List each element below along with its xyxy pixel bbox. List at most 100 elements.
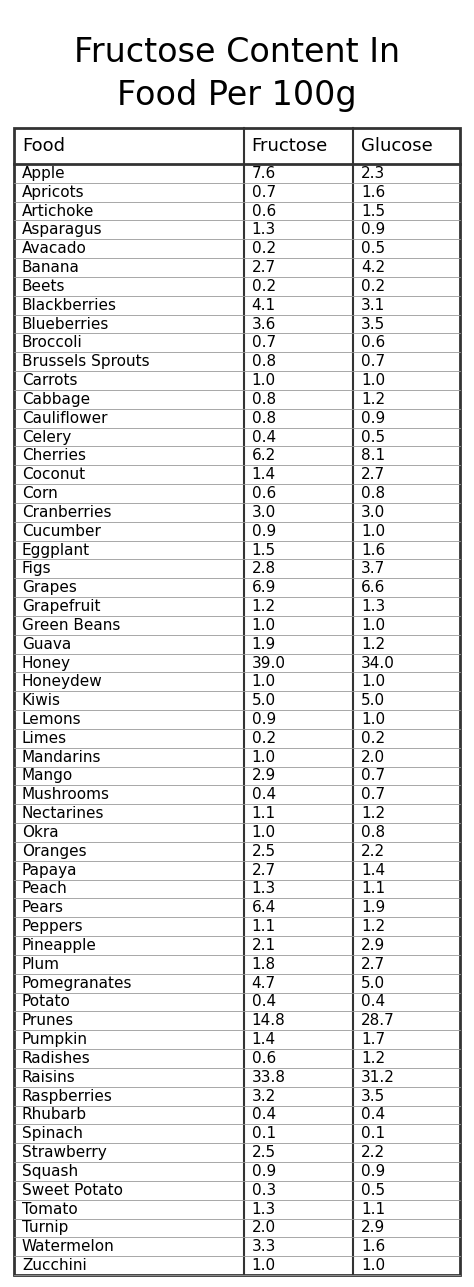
Text: 31.2: 31.2 — [361, 1069, 395, 1085]
Text: Grapes: Grapes — [22, 580, 77, 595]
Text: Fructose: Fructose — [252, 136, 328, 154]
Text: 1.7: 1.7 — [361, 1032, 385, 1048]
Text: 3.5: 3.5 — [361, 317, 385, 332]
Text: Mushrooms: Mushrooms — [22, 788, 110, 802]
Text: 1.2: 1.2 — [361, 391, 385, 407]
Text: Blackberries: Blackberries — [22, 297, 117, 313]
Text: 1.2: 1.2 — [252, 598, 276, 614]
Text: 0.8: 0.8 — [252, 354, 276, 369]
Bar — [14, 127, 460, 1275]
Text: 5.0: 5.0 — [361, 694, 385, 708]
Text: Fructose Content In: Fructose Content In — [74, 36, 400, 69]
Text: Strawberry: Strawberry — [22, 1145, 107, 1160]
Text: 6.4: 6.4 — [252, 901, 276, 915]
Text: 1.0: 1.0 — [252, 1259, 276, 1273]
Text: Sweet Potato: Sweet Potato — [22, 1183, 123, 1198]
Text: 1.2: 1.2 — [361, 919, 385, 934]
Text: Avacado: Avacado — [22, 241, 87, 256]
Text: 1.2: 1.2 — [361, 637, 385, 651]
Text: 28.7: 28.7 — [361, 1013, 395, 1028]
Text: 2.0: 2.0 — [361, 749, 385, 764]
Text: 2.9: 2.9 — [361, 938, 385, 952]
Text: Cherries: Cherries — [22, 448, 86, 463]
Text: 7.6: 7.6 — [252, 166, 276, 181]
Text: 0.9: 0.9 — [252, 1163, 276, 1179]
Text: Mango: Mango — [22, 768, 73, 784]
Text: 1.1: 1.1 — [361, 882, 385, 897]
Text: Glucose: Glucose — [361, 136, 433, 154]
Text: Carrots: Carrots — [22, 373, 78, 389]
Text: 0.7: 0.7 — [252, 185, 276, 199]
Text: 1.8: 1.8 — [252, 956, 276, 972]
Text: Potato: Potato — [22, 995, 71, 1009]
Text: Asparagus: Asparagus — [22, 223, 103, 237]
Text: 0.4: 0.4 — [252, 788, 276, 802]
Text: 2.1: 2.1 — [252, 938, 276, 952]
Text: Turnip: Turnip — [22, 1220, 68, 1236]
Text: 1.3: 1.3 — [252, 882, 276, 897]
Text: 2.7: 2.7 — [361, 956, 385, 972]
Text: 1.0: 1.0 — [361, 1259, 385, 1273]
Text: 0.2: 0.2 — [361, 279, 385, 293]
Text: 3.7: 3.7 — [361, 561, 385, 577]
Text: Peppers: Peppers — [22, 919, 83, 934]
Text: 5.0: 5.0 — [361, 976, 385, 991]
Text: Banana: Banana — [22, 260, 80, 275]
Text: 0.7: 0.7 — [361, 354, 385, 369]
Text: 2.7: 2.7 — [361, 467, 385, 483]
Text: 4.2: 4.2 — [361, 260, 385, 275]
Text: Zucchini: Zucchini — [22, 1259, 87, 1273]
Text: Nectarines: Nectarines — [22, 806, 104, 821]
Text: 0.6: 0.6 — [252, 486, 276, 501]
Text: Food Per 100g: Food Per 100g — [117, 79, 357, 112]
Text: 1.0: 1.0 — [361, 674, 385, 690]
Text: 0.2: 0.2 — [252, 279, 276, 293]
Text: Cranberries: Cranberries — [22, 505, 111, 520]
Text: 1.9: 1.9 — [252, 637, 276, 651]
Text: 1.0: 1.0 — [361, 373, 385, 389]
Text: 6.2: 6.2 — [252, 448, 276, 463]
Text: 1.6: 1.6 — [361, 1239, 385, 1255]
Text: 2.2: 2.2 — [361, 1145, 385, 1160]
Text: 0.2: 0.2 — [252, 241, 276, 256]
Text: 2.9: 2.9 — [361, 1220, 385, 1236]
Text: Prunes: Prunes — [22, 1013, 74, 1028]
Text: Radishes: Radishes — [22, 1051, 91, 1066]
Text: 0.4: 0.4 — [252, 1107, 276, 1122]
Text: 0.2: 0.2 — [361, 731, 385, 746]
Text: 1.1: 1.1 — [252, 806, 276, 821]
Text: Peach: Peach — [22, 882, 68, 897]
Text: 2.8: 2.8 — [252, 561, 276, 577]
Text: 0.2: 0.2 — [252, 731, 276, 746]
Text: Figs: Figs — [22, 561, 52, 577]
Text: Apricots: Apricots — [22, 185, 85, 199]
Text: 1.5: 1.5 — [361, 203, 385, 219]
Text: Celery: Celery — [22, 430, 71, 444]
Text: 0.7: 0.7 — [361, 768, 385, 784]
Text: Pears: Pears — [22, 901, 64, 915]
Text: Limes: Limes — [22, 731, 67, 746]
Text: Brussels Sprouts: Brussels Sprouts — [22, 354, 150, 369]
Text: 0.8: 0.8 — [361, 486, 385, 501]
Text: 3.0: 3.0 — [252, 505, 276, 520]
Text: 34.0: 34.0 — [361, 655, 395, 671]
Text: 1.0: 1.0 — [252, 674, 276, 690]
Text: Food: Food — [22, 136, 65, 154]
Text: 1.3: 1.3 — [361, 598, 385, 614]
Text: 33.8: 33.8 — [252, 1069, 286, 1085]
Text: 2.7: 2.7 — [252, 260, 276, 275]
Text: 0.7: 0.7 — [361, 788, 385, 802]
Text: 0.9: 0.9 — [361, 1163, 385, 1179]
Text: 2.0: 2.0 — [252, 1220, 276, 1236]
Text: Artichoke: Artichoke — [22, 203, 94, 219]
Text: Guava: Guava — [22, 637, 71, 651]
Text: 1.2: 1.2 — [361, 806, 385, 821]
Text: Lemons: Lemons — [22, 712, 82, 727]
Text: 3.3: 3.3 — [252, 1239, 276, 1255]
Text: 1.1: 1.1 — [361, 1202, 385, 1216]
Text: 2.2: 2.2 — [361, 844, 385, 858]
Text: 1.1: 1.1 — [252, 919, 276, 934]
Text: Beets: Beets — [22, 279, 65, 293]
Text: Spinach: Spinach — [22, 1126, 83, 1142]
Text: 0.6: 0.6 — [361, 336, 385, 350]
